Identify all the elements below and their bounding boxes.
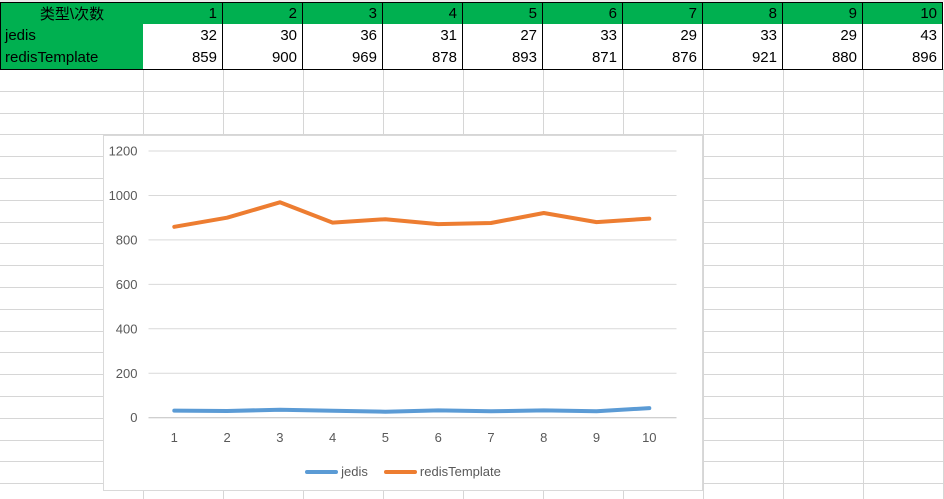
x-tick-label: 3 — [276, 430, 283, 445]
value-cell[interactable]: 30 — [223, 24, 303, 47]
x-tick-label: 4 — [329, 430, 336, 445]
column-header-cell[interactable]: 2 — [223, 2, 303, 25]
value-cell[interactable]: 32 — [143, 24, 223, 47]
gridline-v — [863, 69, 864, 499]
y-tick-label: 1000 — [109, 188, 138, 203]
value-cell[interactable]: 880 — [783, 46, 863, 70]
column-header-cell[interactable]: 1 — [143, 2, 223, 25]
value-cell[interactable]: 29 — [783, 24, 863, 47]
column-header-cell[interactable]: 3 — [303, 2, 383, 25]
y-tick-label: 400 — [116, 321, 138, 336]
series-line-jedis — [172, 406, 652, 414]
legend-item-jedis[interactable]: jedis — [305, 464, 368, 480]
legend-swatch-icon — [383, 470, 417, 474]
row-label-cell[interactable]: redisTemplate — [0, 46, 144, 70]
value-cell[interactable]: 921 — [703, 46, 783, 70]
column-header-cell[interactable]: 5 — [463, 2, 543, 25]
value-cell[interactable]: 31 — [383, 24, 463, 47]
legend-item-redisTemplate[interactable]: redisTemplate — [383, 464, 501, 480]
column-header-cell[interactable]: 6 — [543, 2, 623, 25]
table-corner-cell[interactable]: 类型\次数 — [0, 2, 144, 25]
value-cell[interactable]: 33 — [543, 24, 623, 47]
window-top-edge — [0, 0, 944, 2]
x-tick-label: 1 — [171, 430, 178, 445]
legend-label: jedis — [341, 464, 368, 479]
column-header-cell[interactable]: 7 — [623, 2, 703, 25]
value-cell[interactable]: 36 — [303, 24, 383, 47]
value-cell[interactable]: 871 — [543, 46, 623, 70]
value-cell[interactable]: 33 — [703, 24, 783, 47]
chart[interactable]: 0 200 400 600 800 1000 1200 1 2 3 4 5 6 7 8 9 10 jedis re… — [103, 135, 703, 491]
column-header-cell[interactable]: 10 — [863, 2, 943, 25]
x-tick-label: 7 — [487, 430, 494, 445]
gridline-h — [0, 91, 944, 92]
line-chart-svg: 0 200 400 600 800 1000 1200 1 2 3 4 5 6 7 8 9 10 — [109, 144, 677, 445]
column-header-cell[interactable]: 4 — [383, 2, 463, 25]
value-cell[interactable]: 43 — [863, 24, 943, 47]
x-tick-label: 2 — [223, 430, 230, 445]
row-label-cell[interactable]: jedis — [0, 24, 144, 47]
legend-label: redisTemplate — [419, 464, 501, 479]
x-tick-label: 9 — [593, 430, 600, 445]
y-tick-label: 600 — [116, 277, 138, 292]
value-cell[interactable]: 876 — [623, 46, 703, 70]
value-cell[interactable]: 859 — [143, 46, 223, 70]
legend-swatch-icon — [305, 470, 339, 474]
value-cell[interactable]: 878 — [383, 46, 463, 70]
value-cell[interactable]: 893 — [463, 46, 543, 70]
y-tick-label: 800 — [116, 232, 138, 247]
y-tick-label: 200 — [116, 366, 138, 381]
gridline-h — [0, 134, 944, 135]
x-tick-label: 6 — [435, 430, 442, 445]
y-tick-label: 0 — [130, 410, 137, 425]
column-header-cell[interactable]: 8 — [703, 2, 783, 25]
column-header-cell[interactable]: 9 — [783, 2, 863, 25]
x-tick-label: 8 — [540, 430, 547, 445]
value-cell[interactable]: 896 — [863, 46, 943, 70]
chart-legend: jedis redisTemplate — [104, 464, 702, 480]
gridline-h — [0, 113, 944, 114]
gridline-v — [783, 69, 784, 499]
value-cell[interactable]: 29 — [623, 24, 703, 47]
value-cell[interactable]: 27 — [463, 24, 543, 47]
x-tick-label: 10 — [642, 430, 656, 445]
series-line-redisTemplate — [172, 200, 652, 229]
value-cell[interactable]: 969 — [303, 46, 383, 70]
value-cell[interactable]: 900 — [223, 46, 303, 70]
x-tick-label: 5 — [382, 430, 389, 445]
y-tick-label: 1200 — [109, 144, 138, 159]
gridline-v — [703, 69, 704, 499]
